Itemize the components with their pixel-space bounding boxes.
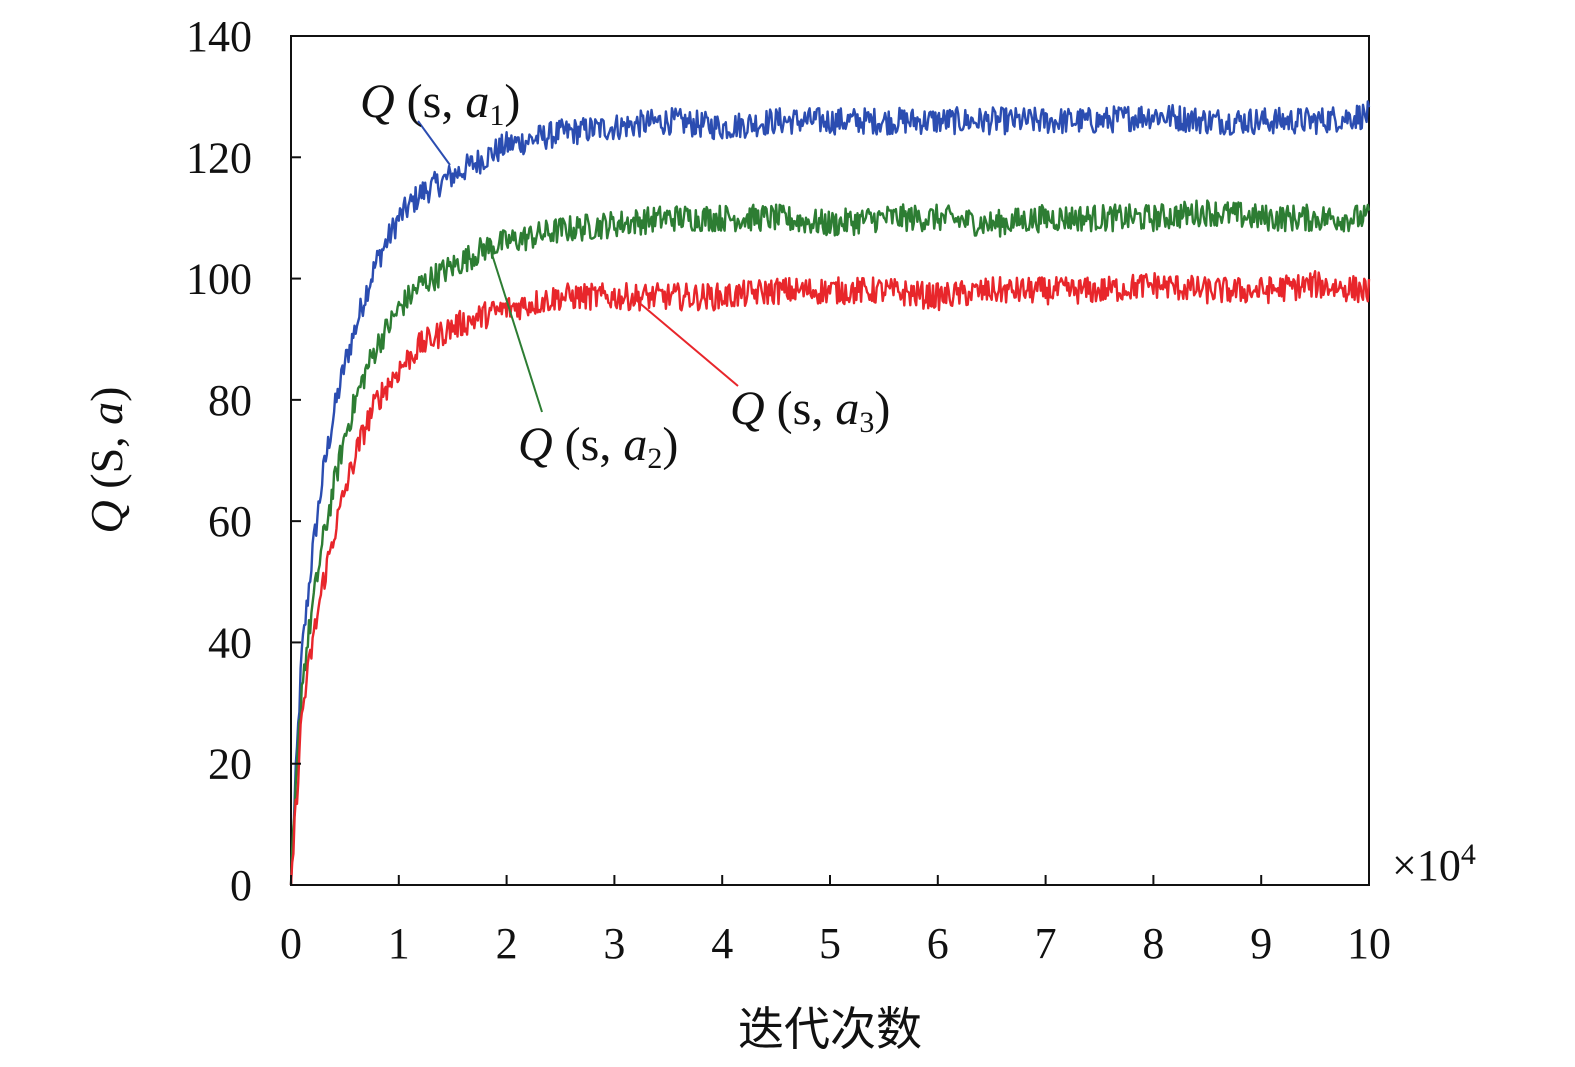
y-tick-label: 120 — [186, 133, 252, 182]
x-tick-label: 4 — [711, 919, 733, 968]
x-tick-label: 8 — [1142, 919, 1164, 968]
series-callouts: Q (s, a1) Q (s, a2) Q (s, a3) — [360, 75, 890, 475]
callout-leader-2 — [489, 247, 543, 413]
y-tick-label: 140 — [186, 12, 252, 61]
series-layer — [289, 100, 1371, 886]
y-tick-label: 0 — [230, 861, 252, 910]
series-line-3 — [289, 270, 1371, 886]
y-tick-label: 100 — [186, 255, 252, 304]
x-tick-label: 5 — [819, 919, 841, 968]
y-tick-label: 60 — [208, 497, 252, 546]
x-tick-label: 2 — [496, 919, 518, 968]
callout-label-3: Q (s, a3) — [730, 382, 890, 439]
x-tick-label: 1 — [388, 919, 410, 968]
x-tick-label: 9 — [1250, 919, 1272, 968]
y-axis-label: Q (S, a) — [81, 387, 132, 534]
y-axis-ticks: 0 20 40 60 80 100 120 140 — [186, 12, 301, 910]
callout-label-2: Q (s, a2) — [518, 418, 678, 475]
x-tick-label: 7 — [1035, 919, 1057, 968]
series-line-2 — [289, 199, 1371, 886]
y-tick-label: 80 — [208, 376, 252, 425]
x-tick-label: 3 — [603, 919, 625, 968]
y-tick-label: 20 — [208, 740, 252, 789]
x-tick-label: 6 — [927, 919, 949, 968]
x-axis-label: 迭代次数 — [738, 1004, 922, 1055]
x-tick-label: 10 — [1347, 919, 1391, 968]
x-axis-ticks: 0 1 2 3 4 5 6 7 8 9 10 — [280, 875, 1391, 968]
series-line-1 — [289, 100, 1371, 886]
callout-label-1: Q (s, a1) — [360, 75, 520, 132]
y-tick-label: 40 — [208, 618, 252, 667]
plot-area — [290, 35, 1370, 886]
callout-leader-3 — [635, 299, 739, 387]
plot-frame — [290, 35, 1370, 886]
x-axis-multiplier: ×104 — [1392, 838, 1476, 890]
x-tick-label: 0 — [280, 919, 302, 968]
callout-leader-1 — [417, 120, 451, 166]
